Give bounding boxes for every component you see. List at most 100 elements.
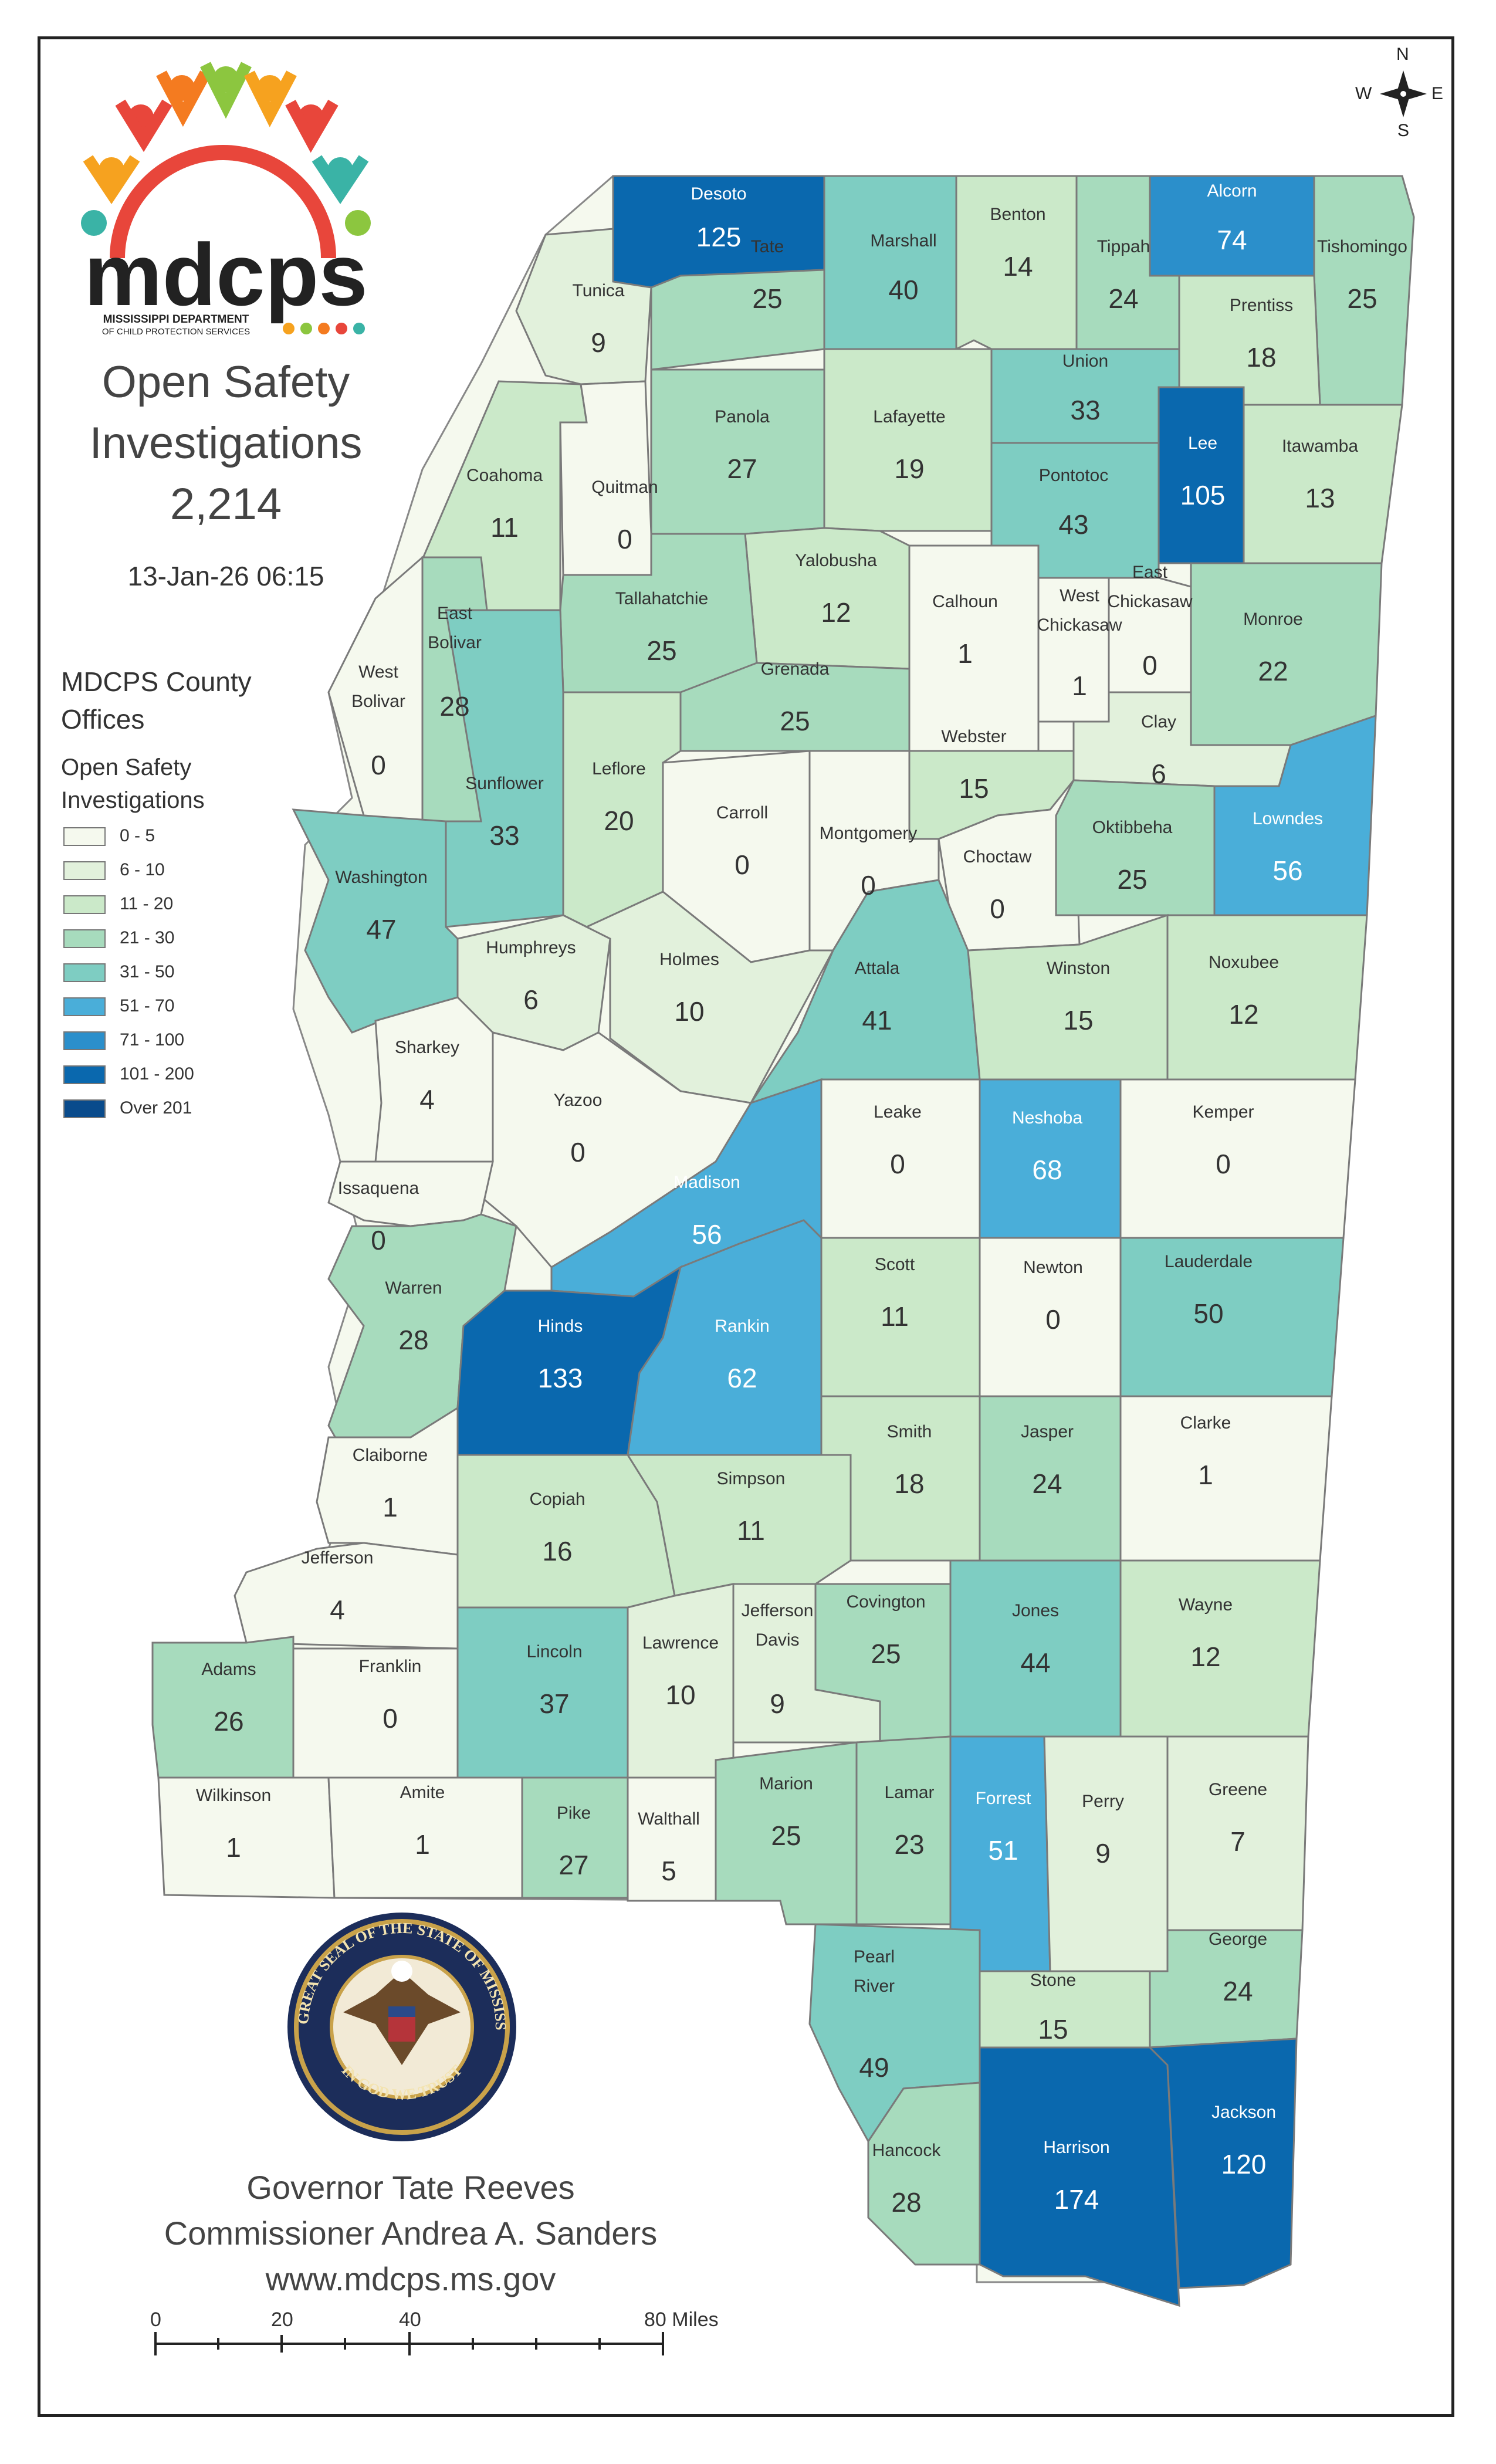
county-panola[interactable] (650, 368, 825, 535)
legend-swatch (63, 929, 106, 948)
county-jackson[interactable] (1148, 2037, 1298, 2289)
county-sharkey[interactable] (374, 996, 494, 1163)
county-name-label: Madison (673, 1173, 740, 1192)
county-calhoun[interactable] (908, 544, 1040, 752)
legend-swatch (63, 1065, 106, 1084)
county-value-label: 1 (383, 1492, 398, 1522)
county-value-label: 1 (1072, 671, 1087, 701)
county-rankin[interactable] (627, 1219, 823, 1456)
county-value-label: 15 (959, 773, 989, 804)
county-value-label: 0 (371, 750, 386, 780)
county-value-label: 43 (1058, 509, 1088, 540)
county-value-label: 1 (1198, 1460, 1213, 1490)
county-value-label: 23 (894, 1829, 924, 1860)
county-value-label: 28 (398, 1325, 428, 1355)
county-value-label: 10 (665, 1680, 695, 1710)
legend-label: 31 - 50 (120, 962, 175, 981)
legend-label: 21 - 30 (120, 928, 175, 947)
county-value-label: 0 (890, 1149, 905, 1179)
county-west-bolivar[interactable] (327, 555, 424, 823)
county-sunflower[interactable] (445, 609, 564, 928)
county-name-label: Marshall (870, 231, 936, 251)
county-value-label: 1 (957, 638, 973, 669)
timestamp: 13-Jan-26 06:15 (127, 561, 324, 591)
county-name-label: Monroe (1243, 610, 1303, 629)
county-noxubee[interactable] (1166, 914, 1368, 1081)
county-value-label: 19 (894, 453, 924, 484)
county-name-label: Lawrence (642, 1633, 719, 1653)
county-value-label: 50 (1193, 1298, 1223, 1329)
county-name-label: Washington (335, 868, 427, 887)
county-name-label: Montgomery (820, 824, 918, 843)
county-name-label: Yalobusha (795, 551, 877, 570)
county-value-label: 44 (1020, 1647, 1050, 1678)
county-name-label: Sharkey (395, 1038, 459, 1057)
county-value-label: 0 (861, 870, 876, 901)
county-value-label: 11 (490, 512, 519, 543)
county-value-label: 0 (1045, 1304, 1061, 1335)
county-name-label: Tate (751, 237, 784, 256)
legend-label: 101 - 200 (120, 1064, 194, 1084)
scale-label-0: 0 (150, 2309, 161, 2331)
county-value-label: 6 (523, 984, 539, 1015)
county-value-label: 9 (770, 1688, 785, 1719)
county-name-label: Grenada (761, 659, 830, 679)
county-name-label: George (1209, 1930, 1267, 1949)
county-name-label: Benton (990, 205, 1045, 224)
county-value-label: 174 (1054, 2184, 1099, 2215)
county-value-label: 12 (1228, 999, 1258, 1030)
legend-label: Over 201 (120, 1098, 192, 1118)
county-value-label: 40 (888, 275, 918, 305)
county-oktibbeha[interactable] (1055, 779, 1216, 916)
county-value-label: 33 (1070, 395, 1100, 425)
county-harrison[interactable] (979, 2046, 1180, 2307)
legend-label: 11 - 20 (120, 894, 174, 913)
legend-swatch (63, 963, 106, 982)
county-name-label: Clay (1141, 712, 1176, 732)
legend-swatch (63, 827, 106, 846)
compass-w: W (1355, 84, 1372, 103)
county-name-label: Quitman (591, 478, 658, 497)
county-name-label: Lee (1188, 434, 1217, 453)
county-name-label: Lamar (884, 1783, 934, 1802)
county-jefferson[interactable] (233, 1542, 459, 1650)
county-name-label: Itawamba (1282, 436, 1358, 456)
county-value-label: 28 (891, 2187, 921, 2218)
county-name-label: Jasper (1021, 1422, 1074, 1441)
county-value-label: 24 (1032, 1468, 1062, 1499)
county-lee[interactable] (1157, 386, 1245, 564)
county-name-label: Pontotoc (1039, 466, 1108, 485)
total-count: 2,214 (170, 479, 282, 529)
county-value-label: 10 (674, 996, 704, 1027)
county-name-label: Walthall (638, 1809, 700, 1829)
county-value-label: 37 (539, 1688, 569, 1719)
legend-swatch (63, 861, 106, 880)
county-prentiss[interactable] (1178, 275, 1321, 406)
county-value-label: 27 (559, 1850, 588, 1880)
county-value-label: 4 (419, 1084, 435, 1115)
logo-wordmark: mdcps (84, 225, 367, 324)
county-monroe[interactable] (1190, 562, 1383, 746)
county-marshall[interactable] (823, 175, 957, 350)
county-value-label: 14 (1003, 251, 1033, 282)
county-name-label: Pearl River (854, 1947, 895, 1996)
county-value-label: 26 (214, 1706, 243, 1737)
compass-icon (1380, 70, 1427, 117)
compass-n: N (1396, 45, 1409, 64)
county-value-label: 13 (1305, 483, 1335, 513)
scale-label-40: 40 (399, 2309, 421, 2331)
legend-swatch (63, 997, 106, 1016)
county-name-label: Hancock (872, 2141, 942, 2160)
county-name-label: Tippah (1097, 237, 1150, 256)
county-value-label: 51 (988, 1835, 1018, 1866)
county-name-label: Carroll (716, 803, 768, 823)
county-value-label: 49 (859, 2052, 889, 2083)
website-link[interactable]: www.mdcps.ms.gov (265, 2260, 556, 2297)
county-lafayette[interactable] (823, 348, 993, 532)
county-value-label: 105 (1180, 480, 1226, 510)
county-holmes[interactable] (584, 891, 835, 1104)
legend-swatch (63, 895, 106, 914)
county-value-label: 25 (1347, 283, 1377, 314)
county-value-label: 0 (383, 1703, 398, 1734)
county-name-label: Pike (557, 1803, 591, 1823)
